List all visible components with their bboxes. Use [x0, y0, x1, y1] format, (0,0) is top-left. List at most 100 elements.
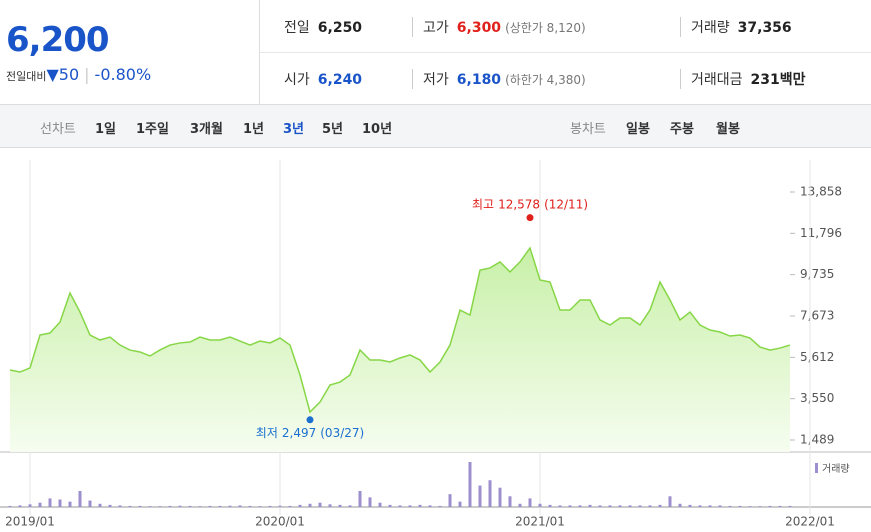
volume-bar [28, 504, 32, 507]
volume-bar [638, 505, 642, 507]
volume-bar [768, 505, 772, 507]
volume-bar [748, 506, 752, 507]
tab[interactable]: 1주일 [136, 122, 169, 137]
tab[interactable]: 일봉 [626, 122, 650, 137]
volume-bar [708, 505, 712, 507]
price-box: 6,200 전일대비▼50 | -0.80% [0, 0, 260, 105]
volume-bar [328, 504, 332, 507]
volume-bar [68, 501, 72, 507]
volume-bar [678, 503, 682, 507]
volume-bar [288, 505, 292, 507]
volume-bar [128, 505, 132, 507]
summary-cell: 저가 6,180 (하한가 4,380) [412, 69, 586, 89]
volume-bar [348, 505, 352, 507]
cell-label: 고가 [423, 20, 449, 36]
volume-bar [788, 505, 792, 507]
volume-bar [418, 504, 422, 507]
volume-bar [408, 505, 412, 507]
tab[interactable]: 5년 [322, 122, 344, 137]
cell-extra: (하한가 4,380) [505, 73, 586, 87]
volume-bar [278, 505, 282, 507]
high-annotation: 최고 12,578 (12/11) [472, 197, 588, 211]
volume-bar [98, 503, 102, 507]
summary-cell: 시가 6,240 [284, 69, 362, 89]
cell-value: 6,300 [456, 20, 502, 36]
price-area [10, 248, 790, 452]
volume-bar [468, 462, 472, 507]
volume-bar [568, 505, 572, 507]
cell-label: 거래량 [691, 20, 730, 36]
volume-bar [78, 490, 82, 507]
volume-bar [218, 505, 222, 507]
y-tick-label: 7,673 [800, 309, 834, 323]
current-price: 6,200 [6, 20, 110, 60]
volume-bar [578, 505, 582, 507]
change-value: 50 [58, 65, 80, 84]
cell-value: 231백만 [750, 72, 806, 88]
volume-bar [558, 505, 562, 507]
cell-value: 6,180 [456, 72, 502, 88]
tab[interactable]: 3년 [283, 122, 305, 137]
tab[interactable]: 주봉 [670, 122, 694, 137]
change-arrow: ▼ [46, 65, 59, 84]
y-tick-label: 1,489 [800, 433, 834, 447]
y-tick-label: 13,858 [800, 185, 842, 199]
tab[interactable]: 1년 [243, 122, 265, 137]
tab[interactable]: 월봉 [716, 122, 740, 137]
x-tick-label: 2019/01 [5, 515, 55, 529]
volume-bar [8, 505, 12, 507]
volume-bar [618, 505, 622, 507]
volume-bar [498, 487, 502, 507]
volume-bar [598, 505, 602, 507]
x-tick-label: 2021/01 [515, 515, 565, 529]
volume-bar [138, 505, 142, 507]
volume-bar [508, 496, 512, 507]
volume-bar [668, 496, 672, 507]
x-tick-label: 2020/01 [255, 515, 305, 529]
volume-bar [738, 505, 742, 507]
cell-value: 37,356 [737, 20, 792, 36]
volume-bar [18, 505, 22, 507]
volume-bar [428, 505, 432, 507]
volume-bar [368, 497, 372, 507]
change-rate: -0.80% [94, 65, 152, 84]
volume-bar [688, 504, 692, 507]
summary-row: 시가 6,240 저가 6,180 (하한가 4,380) 거래대금 231백만 [260, 52, 871, 104]
y-tick-label: 9,735 [800, 267, 834, 281]
volume-bar [548, 504, 552, 507]
summary-cell: 고가 6,300 (상한가 8,120) [412, 17, 586, 37]
cell-label: 전일 [284, 20, 310, 36]
price-line [9, 246, 791, 414]
tab[interactable]: 10년 [362, 122, 393, 137]
tab-group-label: 선차트 [40, 122, 76, 137]
volume-bar [338, 504, 342, 507]
volume-bar [488, 480, 492, 507]
volume-bar [108, 504, 112, 507]
volume-bar [778, 505, 782, 507]
high-date: (12/11) [544, 197, 588, 211]
volume-bar [248, 505, 252, 507]
cell-value: 6,250 [317, 20, 363, 36]
volume-bar [258, 506, 262, 507]
volume-bar [38, 502, 42, 507]
volume-bar [308, 503, 312, 507]
summary-cell: 거래대금 231백만 [680, 69, 806, 89]
cell-extra: (상한가 8,120) [505, 21, 586, 35]
volume-bar [438, 505, 442, 507]
y-tick-label: 11,796 [800, 226, 842, 240]
summary: 전일 6,250 고가 6,300 (상한가 8,120) 거래량 37,356 시가 6,24… [260, 0, 871, 105]
volume-bar [268, 505, 272, 507]
summary-row: 전일 6,250 고가 6,300 (상한가 8,120) 거래량 37,356 [260, 0, 871, 53]
volume-bar [448, 494, 452, 507]
volume-bar [118, 505, 122, 507]
low-marker [306, 416, 314, 424]
y-tick-label: 3,550 [800, 391, 834, 405]
summary-cell: 거래량 37,356 [680, 17, 792, 37]
volume-bar [318, 502, 322, 507]
volume-bar [178, 505, 182, 507]
volume-bar [358, 490, 362, 507]
tab[interactable]: 1일 [95, 122, 117, 137]
volume-bar [628, 505, 632, 507]
tab[interactable]: 3개월 [190, 122, 223, 137]
